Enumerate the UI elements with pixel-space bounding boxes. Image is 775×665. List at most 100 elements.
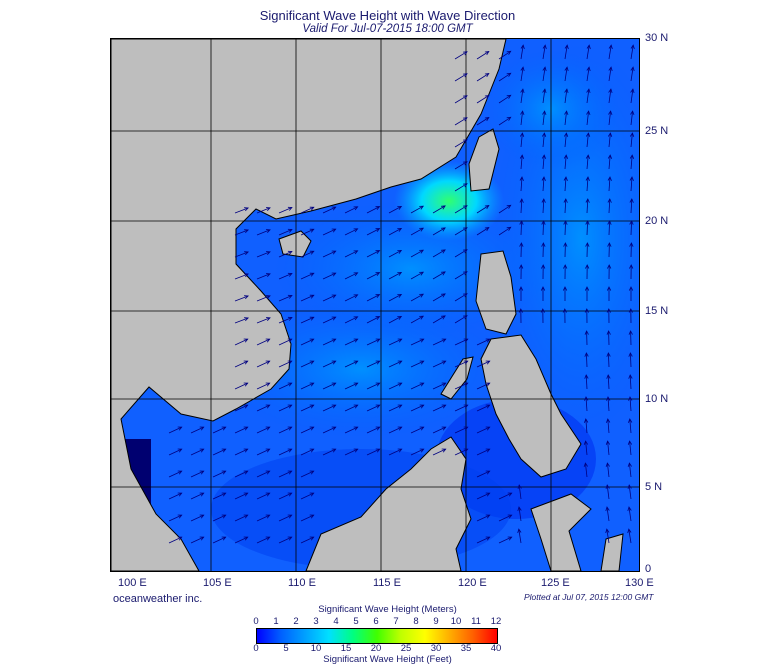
wave-arrow-head: [265, 229, 271, 233]
wave-arrow: [432, 426, 446, 434]
wave-arrow: [300, 536, 314, 544]
colorbar-meter-tick: 7: [393, 616, 399, 627]
wave-arrow: [454, 271, 468, 280]
wave-arrow-head: [462, 117, 468, 122]
wave-arrow-head: [605, 528, 610, 534]
wave-arrow-head: [542, 44, 547, 50]
wave-arrow-head: [541, 264, 546, 269]
wave-arrow: [498, 204, 511, 214]
wave-arrow: [300, 316, 314, 324]
wave-arrow-head: [309, 294, 315, 299]
wave-arrow: [366, 338, 380, 346]
wave-arrow-head: [353, 206, 359, 211]
wave-arrow: [608, 220, 610, 236]
wave-arrow: [168, 470, 182, 478]
colorbar-meter-tick: 9: [433, 616, 439, 627]
wave-arrow-head: [243, 536, 249, 541]
wave-arrow-head: [265, 492, 271, 497]
wave-arrow: [629, 463, 632, 478]
wave-arrow-head: [606, 308, 611, 313]
lon-label-110e: 110 E: [288, 577, 316, 589]
wave-arrow-head: [563, 264, 568, 269]
wave-arrow: [410, 404, 424, 412]
wave-arrow: [454, 183, 468, 192]
wave-arrow-head: [628, 396, 633, 401]
wave-arrow-head: [585, 264, 590, 269]
wave-arrow: [608, 45, 612, 60]
wave-arrow: [606, 529, 610, 544]
wave-height-map: [110, 38, 640, 572]
wave-arrow-head: [506, 50, 512, 55]
wave-arrow-head: [353, 316, 359, 321]
wave-arrow: [454, 227, 468, 236]
wave-arrow: [585, 418, 588, 434]
wave-arrow-head: [397, 426, 403, 431]
colorbar-meter-tick: 0: [253, 616, 259, 627]
wave-arrow-head: [375, 360, 381, 365]
wave-arrow-head: [397, 404, 403, 409]
wave-arrow-head: [287, 492, 293, 497]
wave-arrow: [388, 294, 402, 302]
wave-arrow-head: [353, 228, 359, 233]
wave-arrow-head: [375, 404, 381, 409]
wave-arrow-head: [397, 249, 403, 254]
wave-arrow-head: [584, 308, 589, 313]
wave-arrow: [278, 338, 292, 346]
wave-arrow-head: [375, 272, 381, 277]
wave-arrow-head: [541, 132, 547, 137]
wave-arrow: [168, 536, 182, 544]
wave-arrow: [410, 338, 424, 346]
wave-arrow-head: [462, 183, 468, 188]
wave-arrow-head: [287, 382, 293, 387]
wave-arrow-head: [419, 338, 425, 343]
wave-arrow: [498, 492, 512, 500]
wave-arrow-head: [485, 470, 491, 475]
wave-arrow-head: [563, 154, 569, 159]
wave-arrow: [476, 205, 490, 214]
wave-arrow-head: [265, 251, 271, 255]
wave-arrow: [234, 382, 248, 390]
wave-arrow: [366, 448, 380, 456]
wave-arrow: [322, 338, 336, 346]
wave-arrow-head: [353, 272, 359, 277]
wave-arrow: [300, 360, 314, 368]
wave-arrow-head: [265, 514, 271, 519]
wave-arrow-head: [265, 360, 271, 365]
wave-arrow: [476, 73, 490, 82]
wave-arrow: [388, 360, 402, 368]
wave-arrow-head: [419, 448, 425, 453]
wave-arrow-head: [287, 360, 293, 365]
wave-arrow: [190, 426, 204, 434]
wave-arrow-head: [441, 426, 447, 431]
wave-arrow: [256, 229, 271, 236]
wave-arrow: [454, 448, 468, 456]
wave-arrow-head: [309, 404, 315, 409]
wave-arrow-head: [397, 315, 403, 320]
wave-arrow-head: [287, 338, 293, 343]
wave-arrow-head: [608, 44, 613, 50]
wave-arrow-head: [584, 286, 590, 291]
wave-arrow: [454, 360, 468, 368]
wave-arrow: [629, 396, 632, 412]
wave-arrow: [564, 67, 568, 82]
wave-arrow: [542, 89, 546, 104]
wave-arrow-head: [462, 205, 468, 210]
wave-arrow-head: [353, 448, 359, 453]
lat-label-15n: 15 N: [645, 305, 669, 317]
wave-arrow: [278, 317, 293, 324]
wave-arrow: [190, 492, 204, 500]
wave-arrow-head: [627, 484, 632, 490]
wave-arrow: [476, 382, 490, 390]
wave-arrow-head: [419, 293, 425, 298]
wave-arrow-head: [606, 418, 611, 423]
wave-arrow: [410, 271, 424, 280]
wave-arrow: [344, 316, 358, 324]
wave-arrow-head: [462, 139, 468, 144]
wave-arrow: [606, 507, 610, 522]
wave-arrow-head: [462, 95, 468, 100]
wave-arrow: [322, 404, 336, 412]
colorbar-feet-tick: 35: [460, 643, 472, 654]
wave-arrow-head: [629, 154, 635, 159]
lat-label-10n: 10 N: [645, 393, 669, 405]
wave-arrow: [234, 470, 248, 478]
